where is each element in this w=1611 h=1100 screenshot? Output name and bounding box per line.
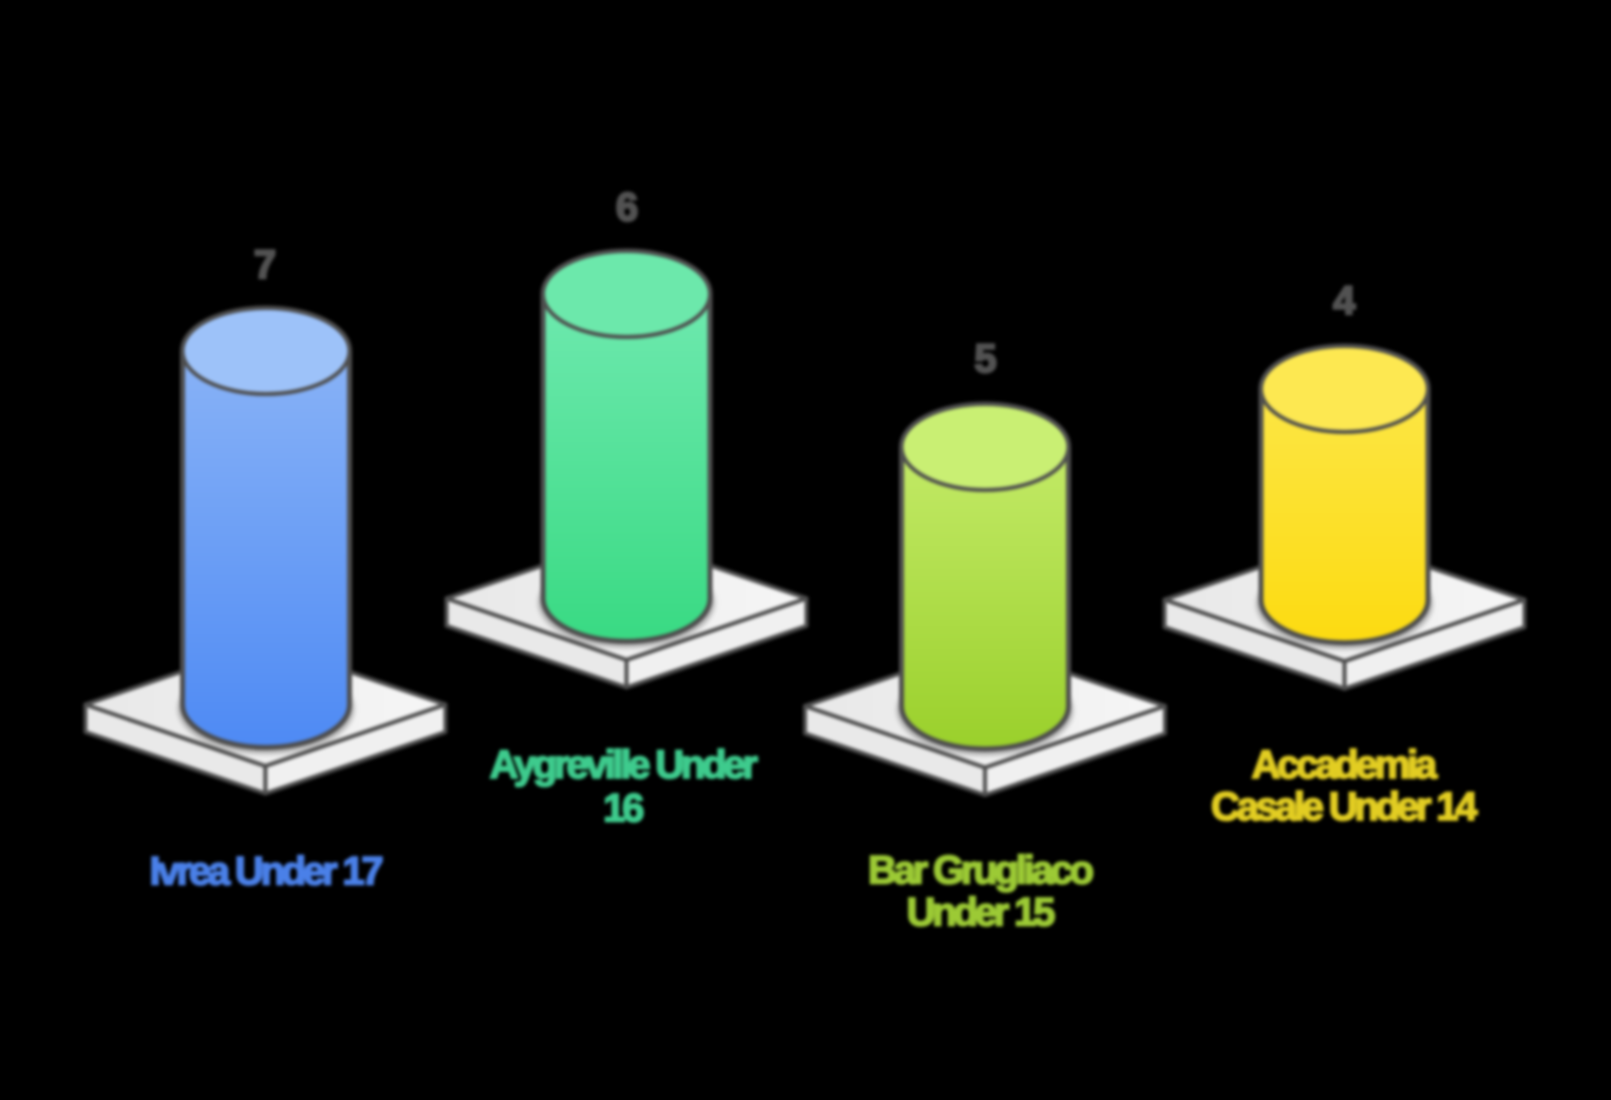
svg-text:7: 7: [254, 243, 276, 287]
svg-text:Bar Grugliaco: Bar Grugliaco: [868, 848, 1093, 892]
svg-text:Ivrea Under 17: Ivrea Under 17: [150, 849, 383, 893]
svg-text:Aygreville Under: Aygreville Under: [490, 743, 758, 787]
svg-text:Under 15: Under 15: [907, 891, 1056, 935]
svg-text:4: 4: [1333, 279, 1356, 323]
svg-text:5: 5: [974, 337, 996, 381]
svg-text:6: 6: [616, 186, 638, 230]
svg-text:Accademia: Accademia: [1251, 743, 1437, 787]
svg-text:16: 16: [603, 786, 643, 830]
svg-text:Casale Under 14: Casale Under 14: [1211, 785, 1478, 829]
